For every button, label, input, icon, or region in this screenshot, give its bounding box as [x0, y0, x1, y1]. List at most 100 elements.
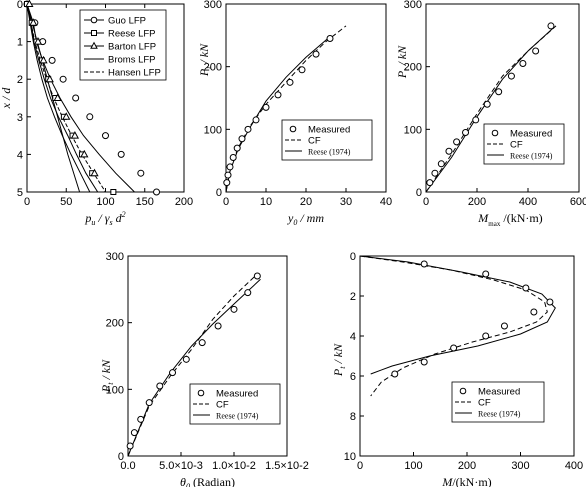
data-point-measured — [253, 272, 261, 280]
x-axis-label: θ0 (Radian) — [180, 475, 235, 487]
y-tick-label: 200 — [106, 318, 124, 330]
data-point-barton — [33, 37, 43, 45]
series-line-reese — [26, 3, 114, 193]
y-tick-label: 6 — [350, 371, 356, 383]
x-tick-label: 0 — [423, 196, 429, 208]
plot-frame — [359, 255, 575, 457]
legend-label: Guo LFP — [108, 16, 146, 27]
legend-label: Measured — [216, 389, 258, 400]
data-point-barton — [53, 93, 62, 101]
x-axis-label: M/(kN·m) — [441, 475, 491, 487]
y-tick-label: 0 — [216, 187, 222, 199]
data-point-measured — [462, 128, 470, 136]
data-point-guo — [137, 169, 145, 177]
x-tick-label: 0 — [357, 460, 363, 472]
series-line-barton — [26, 3, 102, 193]
data-point-barton — [90, 168, 99, 177]
data-point-measured — [233, 144, 241, 152]
data-point-measured — [482, 270, 490, 278]
legend-label: CF — [216, 400, 229, 411]
data-point-measured — [483, 100, 491, 108]
y-tick-label: 300 — [204, 0, 222, 11]
legend-label: CF — [510, 140, 523, 151]
y-tick-label: 4 — [350, 331, 356, 343]
data-point-measured — [252, 116, 260, 124]
plot-frame — [425, 3, 580, 193]
data-point-measured — [229, 154, 237, 162]
legend-marker — [90, 16, 98, 24]
data-point-barton — [39, 55, 48, 64]
data-point-reese — [110, 189, 117, 195]
data-point-measured — [262, 103, 270, 111]
x-tick-label: 200 — [458, 460, 476, 472]
data-point-measured — [274, 91, 282, 99]
y-axis-label: Pt / kN — [395, 45, 411, 79]
data-point-measured — [546, 298, 554, 306]
legend-label: Barton LFP — [108, 42, 156, 53]
data-point-guo — [102, 132, 109, 140]
data-point-measured — [391, 370, 399, 378]
data-point-measured — [137, 415, 145, 423]
plot-frame — [225, 3, 387, 193]
y-tick-label: 4 — [17, 149, 23, 161]
data-point-measured — [495, 88, 503, 96]
x-tick-label: 1.5×10-2 — [265, 460, 309, 472]
x-tick-label: 20 — [300, 196, 312, 208]
x-tick-label: 30 — [340, 196, 352, 208]
y-tick-label: 0 — [350, 251, 356, 263]
x-tick-label: 1.0×10-2 — [212, 460, 256, 472]
data-point-measured — [431, 169, 439, 177]
y-tick-label: 100 — [404, 124, 422, 136]
data-point-barton — [70, 131, 80, 139]
data-point-measured — [244, 289, 252, 297]
data-point-measured — [126, 442, 134, 450]
series-line-reese-1974 — [225, 36, 331, 193]
y-tick-label: 10 — [344, 451, 356, 463]
x-tick-label: 40 — [380, 196, 392, 208]
x-tick-label: 0.0 — [120, 460, 135, 472]
data-point-measured — [298, 66, 306, 74]
x-tick-label: 0 — [223, 196, 229, 208]
x-axis-label: y0 / mm — [287, 211, 324, 227]
data-point-barton — [25, 0, 34, 7]
y-tick-label: 2 — [17, 74, 23, 86]
data-point-measured — [169, 369, 177, 377]
x-tick-label: 400 — [565, 460, 583, 472]
legend-marker — [289, 125, 297, 133]
x-tick-label: 0 — [24, 196, 30, 208]
data-point-measured — [286, 78, 294, 86]
legend-label: CF — [478, 398, 491, 409]
legend-label: Measured — [308, 125, 350, 136]
legend-marker — [91, 30, 97, 36]
data-point-measured — [130, 429, 138, 437]
legend-label: CF — [308, 136, 321, 147]
x-tick-label: 50 — [60, 196, 72, 208]
series-line-cf — [225, 25, 347, 193]
y-tick-label: 2 — [350, 291, 356, 303]
data-point-barton — [29, 18, 38, 26]
legend-label: Reese (1974) — [510, 152, 553, 161]
data-point-guo — [117, 150, 125, 158]
x-axis-label: Mmax /(kN·m) — [477, 211, 542, 228]
data-point-measured — [445, 147, 453, 155]
y-tick-label: 5 — [17, 187, 23, 199]
data-point-measured — [326, 34, 334, 42]
data-point-guo — [72, 94, 80, 102]
legend-label: Reese (1974) — [216, 412, 259, 421]
x-tick-label: 600 — [570, 196, 586, 208]
y-axis-label: Pt / kN — [197, 43, 213, 77]
y-axis-label: Pt / kN — [99, 359, 115, 393]
data-point-measured — [547, 22, 555, 30]
legend-label: Hansen LFP — [108, 68, 161, 79]
y-tick-label: 100 — [204, 124, 222, 136]
data-point-barton — [45, 74, 54, 83]
data-point-guo — [86, 113, 94, 121]
data-point-barton — [62, 112, 71, 120]
chart-panel-4: 0.0 5.0×10-3 1.0×10-2 1.5×10-2 0 100 200 300 Mea… — [99, 251, 309, 487]
legend-marker — [459, 387, 467, 395]
series-line-cf — [127, 275, 256, 457]
data-point-measured — [198, 339, 206, 347]
